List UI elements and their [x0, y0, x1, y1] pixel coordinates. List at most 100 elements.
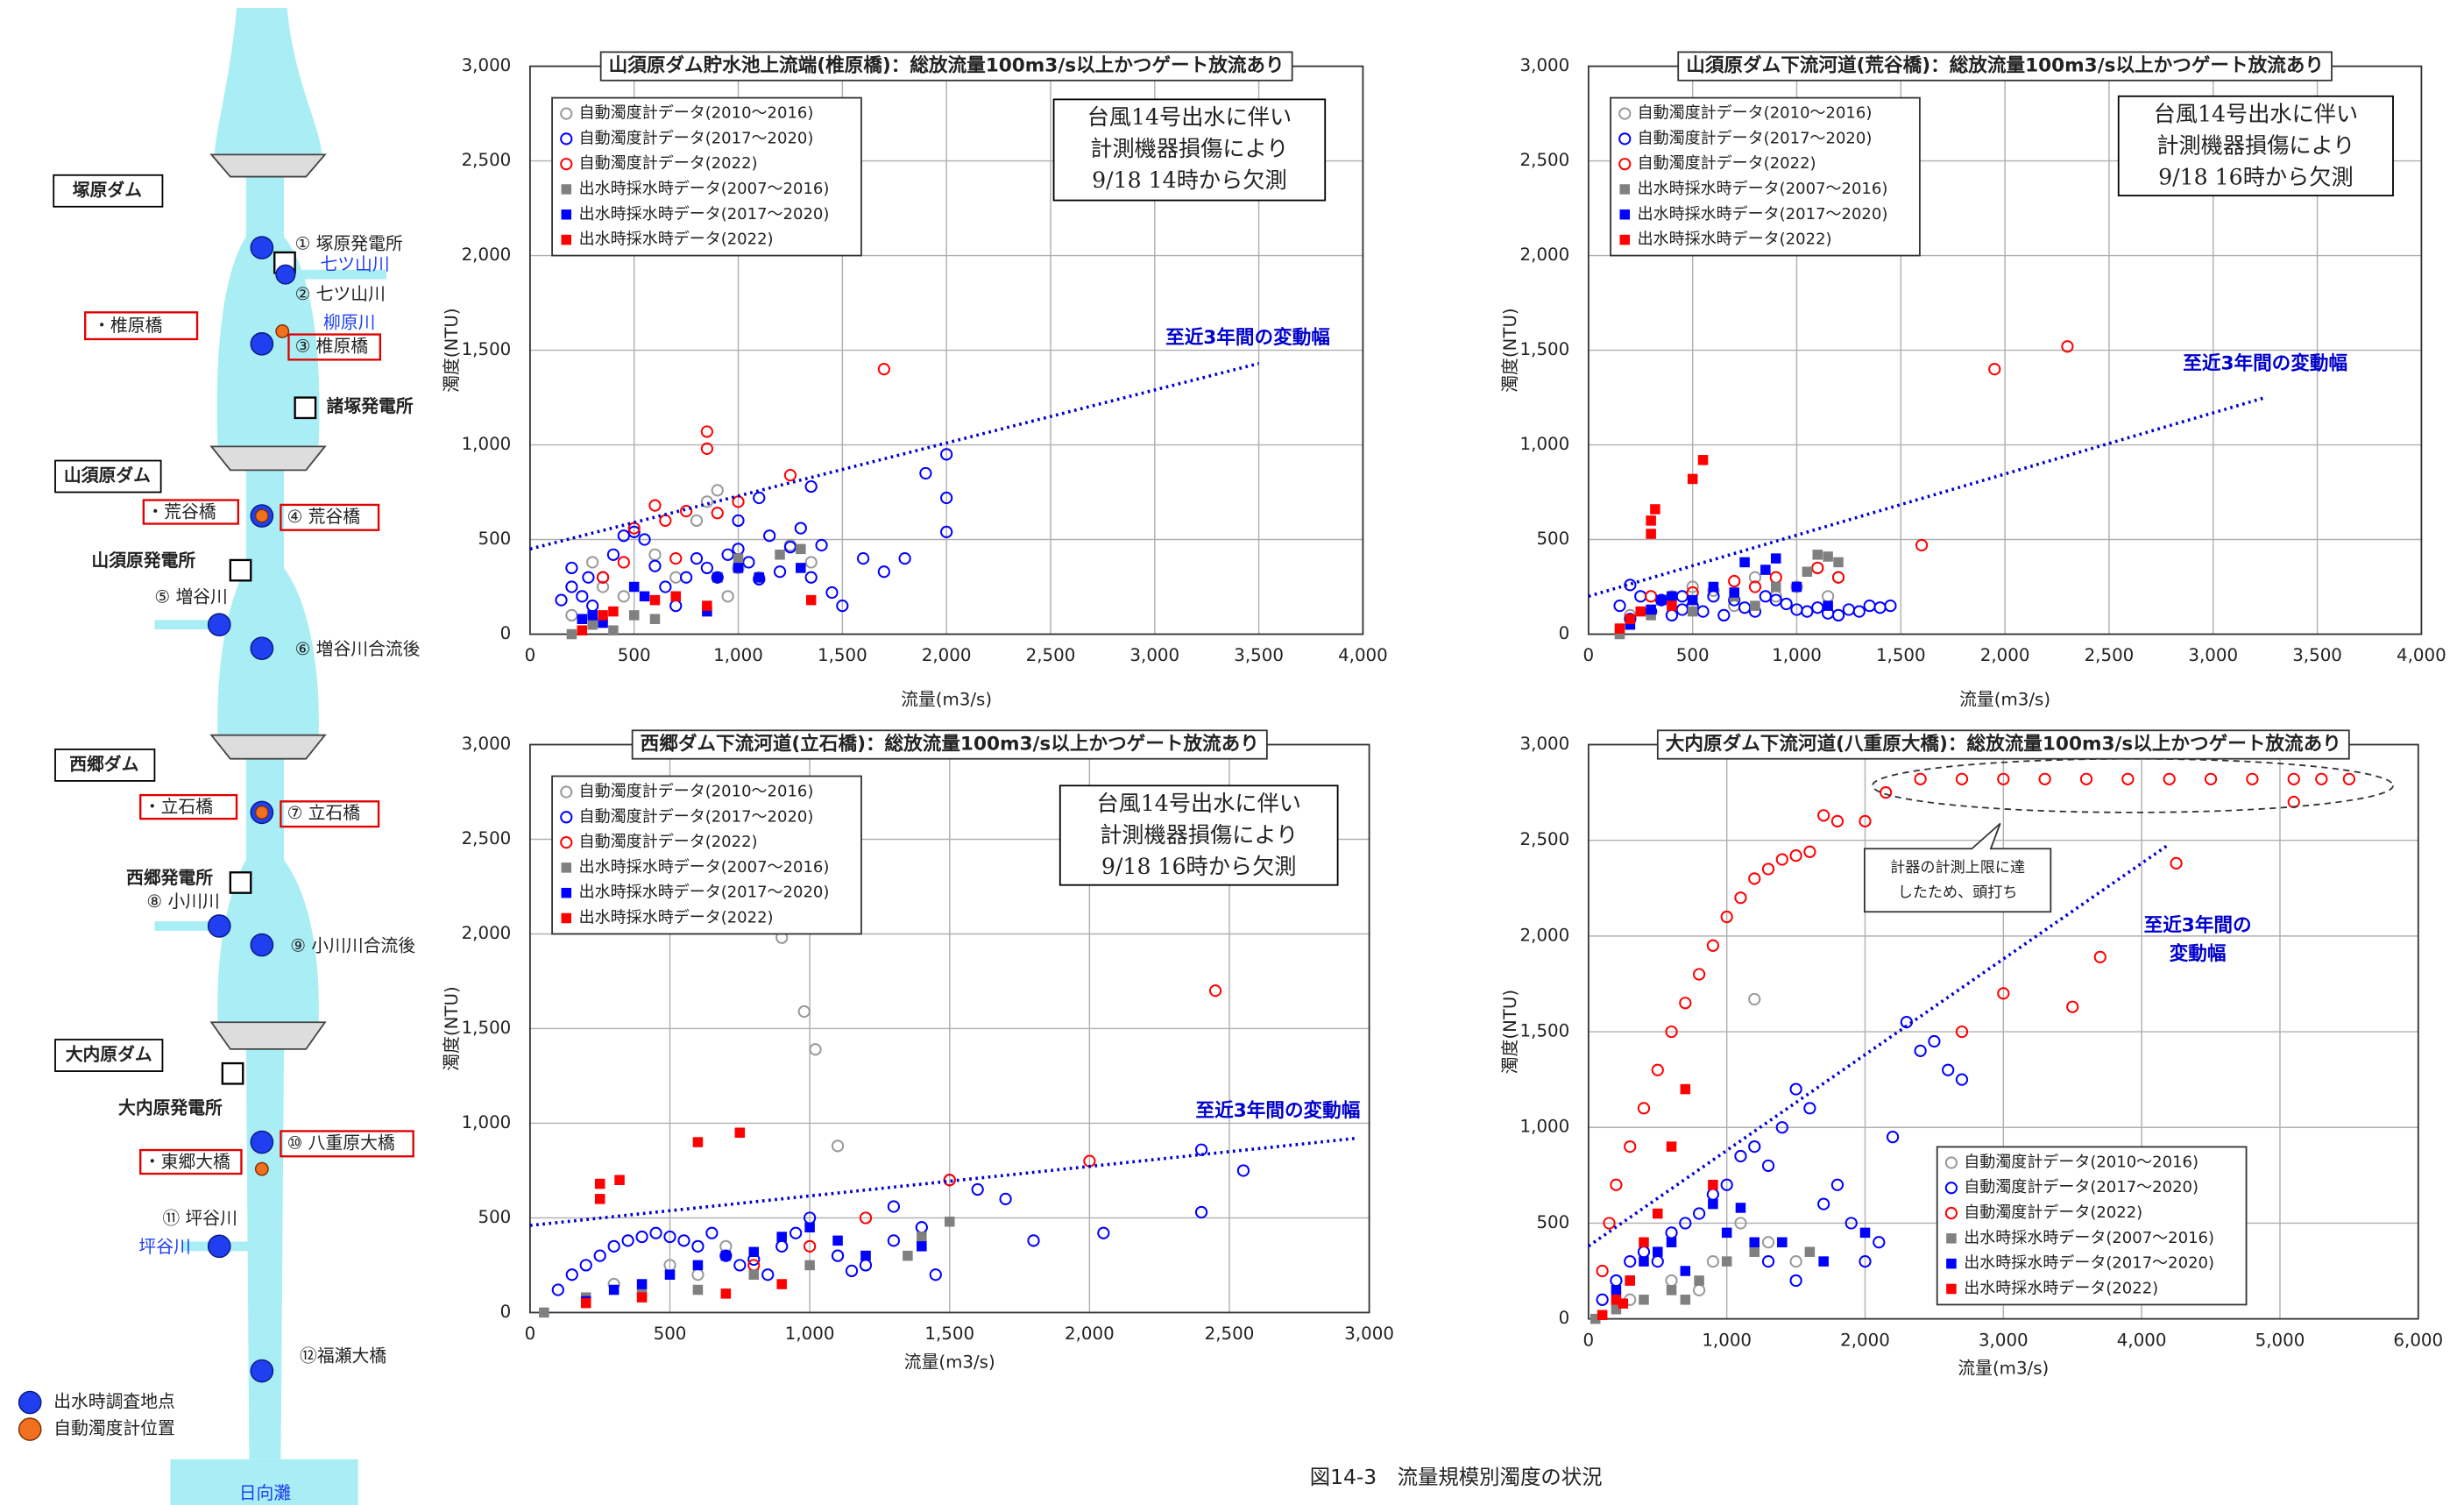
y-tick-label: 0 [500, 1302, 512, 1322]
trend-label: 至近3年間の変動幅 [1165, 326, 1330, 349]
data-point [1708, 581, 1719, 593]
data-point [776, 1279, 787, 1289]
data-point [692, 1260, 704, 1271]
data-point [700, 442, 713, 455]
data-point [1720, 1178, 1733, 1191]
annotation-text: 9/18 14時から欠測 [1092, 167, 1287, 193]
data-point [711, 507, 724, 520]
data-point [1803, 1102, 1816, 1115]
data-point [804, 479, 818, 493]
data-point [2038, 772, 2051, 785]
data-point [940, 525, 953, 538]
data-point [1613, 600, 1626, 613]
data-point [561, 184, 572, 195]
y-tick-label: 0 [500, 623, 512, 643]
data-point [732, 514, 745, 528]
data-point [1646, 610, 1656, 621]
y-tick-label: 2,500 [462, 150, 512, 170]
x-tick-label: 500 [618, 645, 651, 665]
data-point [1686, 580, 1699, 593]
data-point [2121, 772, 2135, 785]
data-point [1748, 571, 1762, 584]
sea-label: 日向灘 [239, 1483, 292, 1503]
data-point [565, 580, 578, 593]
data-point [804, 1260, 815, 1271]
data-point [1625, 614, 1636, 624]
data-point [804, 1222, 815, 1232]
y-tick-label: 1,000 [1520, 1117, 1570, 1137]
data-point [577, 614, 588, 624]
data-point [809, 1043, 822, 1056]
station-label: ⑪ 坪谷川 [162, 1209, 237, 1229]
data-point [702, 600, 712, 611]
y-tick-label: 500 [478, 1207, 511, 1227]
data-point [1635, 606, 1646, 617]
dam [209, 153, 327, 1050]
data-point [1748, 1139, 1761, 1154]
station-label: ⑦ 立石橋 [287, 803, 361, 823]
y-tick-label: 1,000 [1520, 434, 1570, 454]
data-point [1830, 814, 1844, 827]
data-point [1944, 1206, 1958, 1220]
data-point [1812, 550, 1823, 560]
data-point [1734, 1217, 1747, 1230]
data-point [1665, 1025, 1678, 1039]
data-point [929, 1268, 942, 1281]
data-point [1656, 594, 1667, 606]
x-tick-label: 0 [525, 1324, 536, 1344]
data-point [1679, 1217, 1692, 1230]
x-tick-label: 0 [525, 645, 536, 665]
trend-line [1587, 842, 2170, 1248]
data-point [1804, 1246, 1816, 1257]
chart-title: 山須原ダム下流河道(荒谷橋)：総放流量100m3/s以上かつゲート放流あり [1686, 54, 2324, 77]
data-point [1618, 132, 1632, 146]
highlight-box [84, 311, 414, 1175]
station-label: ⑩ 八重原大橋 [287, 1132, 395, 1153]
data-point [582, 571, 595, 584]
y-tick-label: 500 [1536, 1212, 1569, 1232]
x-tick-label: 2,000 [922, 645, 972, 665]
data-point [805, 594, 817, 606]
data-point [1618, 158, 1632, 171]
data-point [748, 1246, 760, 1258]
data-point [761, 1268, 775, 1281]
data-point [1749, 1237, 1760, 1248]
data-point [1618, 1298, 1629, 1309]
data-point [636, 1279, 648, 1289]
data-point [2287, 772, 2300, 785]
station-label: ⑧ 小川川 [146, 891, 219, 912]
data-point [1944, 1156, 1958, 1169]
trend-line [529, 361, 1260, 551]
data-point [1761, 1255, 1775, 1268]
data-point [1625, 619, 1636, 630]
legend-label: 自動濁度計データ(2010～2016) [579, 104, 814, 123]
data-point [1687, 606, 1698, 617]
data-point [2246, 772, 2259, 785]
legend-label: 出水時採水時データ(2007～2016) [1964, 1229, 2214, 1247]
data-point [796, 563, 806, 573]
annotation-text: 計測機器損傷により [2156, 132, 2354, 158]
data-point [560, 835, 573, 849]
data-point [1880, 785, 1893, 799]
data-point [617, 556, 630, 569]
data-point [1697, 455, 1709, 465]
data-point [773, 565, 787, 579]
data-point [560, 132, 573, 146]
data-point [1619, 234, 1631, 245]
y-tick-label: 3,000 [1520, 55, 1570, 75]
data-point [776, 1232, 787, 1242]
data-point [796, 543, 806, 555]
data-point [815, 538, 828, 552]
data-point [621, 1234, 634, 1247]
trend-label: 至近3年間の変動幅 [2183, 352, 2347, 375]
data-point [940, 491, 953, 505]
data-point [1693, 968, 1706, 981]
data-point [649, 594, 661, 606]
data-point [733, 1259, 747, 1272]
data-point [1748, 580, 1762, 593]
y-tick-label: 3,000 [462, 734, 512, 754]
data-point [1735, 1203, 1746, 1213]
data-point [1687, 473, 1698, 485]
data-point [2061, 340, 2074, 353]
data-point [1654, 593, 1668, 607]
